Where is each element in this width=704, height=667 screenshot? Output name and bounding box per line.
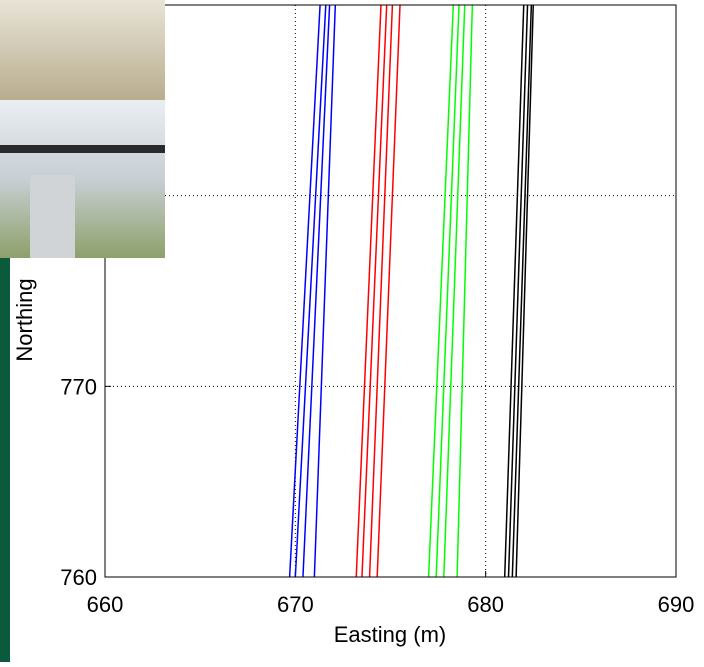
data-line (443, 4, 466, 578)
photo-mount (30, 175, 75, 258)
data-line (368, 4, 394, 578)
data-line (313, 4, 337, 578)
data-line (355, 4, 382, 578)
data-line (294, 4, 327, 578)
photo-top (0, 0, 165, 100)
x-axis-label: Easting (m) (334, 622, 446, 647)
y-axis-label: Northing (12, 278, 37, 361)
plot-area (104, 4, 677, 578)
x-tick-label: 680 (467, 592, 504, 617)
x-tick-label: 670 (277, 592, 314, 617)
data-line (435, 4, 460, 578)
photo-band (0, 145, 165, 153)
photo (0, 0, 165, 258)
data-line (503, 4, 525, 578)
photo-bottom (0, 100, 165, 258)
data-line (302, 4, 331, 578)
data-line (288, 4, 321, 578)
data-line (361, 4, 388, 578)
data-line (376, 4, 401, 578)
data-line (507, 4, 529, 578)
y-tick-label: 760 (60, 565, 97, 590)
data-line (515, 4, 534, 578)
data-line (511, 4, 533, 578)
side-strip (0, 258, 10, 662)
x-tick-label: 660 (87, 592, 124, 617)
x-tick-label: 690 (658, 592, 695, 617)
y-tick-label: 770 (60, 374, 97, 399)
lines (288, 4, 534, 578)
data-line (456, 4, 474, 578)
axes-frame (104, 4, 677, 578)
data-line (427, 4, 455, 578)
